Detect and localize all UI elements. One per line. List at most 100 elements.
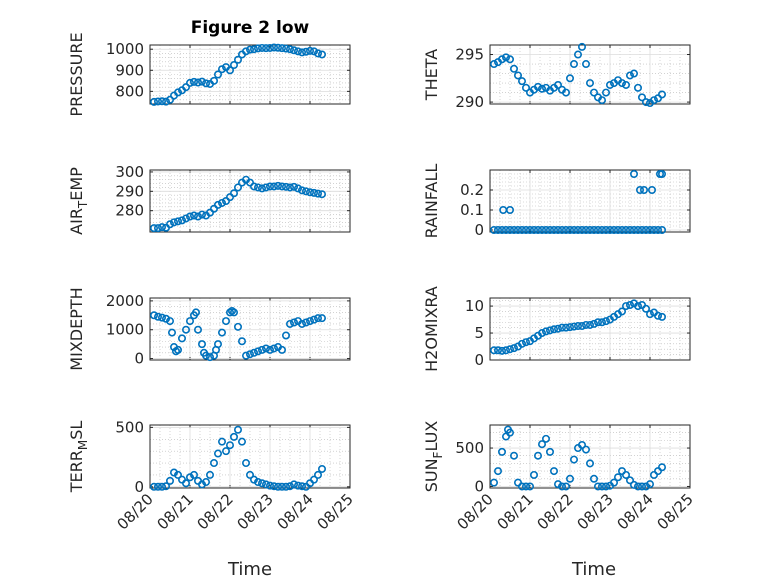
data-point	[557, 226, 566, 235]
y-tick-label: 0	[134, 350, 144, 368]
y-tick-label: 290	[455, 93, 484, 111]
data-point	[265, 182, 274, 191]
data-point	[521, 482, 530, 491]
figure-title: Figure 2 low	[191, 18, 310, 38]
data-point	[305, 317, 314, 326]
data-point	[553, 226, 562, 235]
data-point	[509, 451, 518, 460]
data-point	[641, 98, 650, 107]
data-point	[569, 455, 578, 464]
data-point	[254, 183, 263, 192]
data-point	[541, 226, 550, 235]
data-point	[277, 482, 286, 491]
data-point	[521, 226, 530, 235]
data-point	[214, 340, 223, 349]
data-point	[633, 83, 642, 92]
data-point	[653, 226, 662, 235]
data-point	[154, 312, 163, 321]
subplot-h2omixra: 0 5 10 H2OMIXRA	[422, 286, 691, 372]
data-point	[657, 170, 666, 179]
data-point	[625, 226, 634, 235]
data-point	[246, 45, 255, 54]
data-point	[517, 482, 526, 491]
data-point	[198, 77, 207, 86]
axes-box	[489, 169, 691, 233]
data-point	[633, 482, 642, 491]
axes-box	[149, 424, 351, 489]
data-point	[190, 211, 199, 220]
data-point	[501, 226, 510, 235]
data-point	[489, 346, 498, 355]
data-point	[150, 311, 159, 320]
data-point	[561, 88, 570, 97]
data-point	[505, 226, 514, 235]
data-point	[649, 226, 658, 235]
data-point	[261, 480, 270, 489]
data-point	[210, 459, 219, 468]
data-point	[601, 317, 610, 326]
data-point	[214, 70, 223, 79]
y-tick-label: 0	[474, 351, 484, 369]
data-point	[222, 447, 231, 456]
data-point	[257, 479, 266, 488]
data-point	[285, 183, 294, 192]
data-point	[581, 60, 590, 69]
data-point	[257, 43, 266, 52]
y-tick-label: 290	[115, 182, 144, 200]
data-point	[517, 339, 526, 348]
data-point	[597, 318, 606, 327]
data-point	[261, 44, 270, 53]
data-point	[174, 217, 183, 226]
x-tick-label: 08/25	[314, 490, 357, 533]
y-tick-label: 0	[134, 478, 144, 496]
data-point	[637, 482, 646, 491]
data-point	[657, 312, 666, 321]
data-point	[517, 226, 526, 235]
data-point	[158, 482, 167, 491]
data-point	[625, 476, 634, 485]
data-point	[621, 302, 630, 311]
data-point	[166, 476, 175, 485]
subplot-mixdepth: 0 1000 2000 MIXDEPTH	[67, 287, 351, 371]
data-point	[529, 470, 538, 479]
data-point	[573, 322, 582, 331]
data-point	[254, 44, 263, 53]
y-tick-label: 1000	[106, 40, 144, 58]
axes-box	[489, 424, 691, 489]
data-point	[545, 447, 554, 456]
data-point	[501, 346, 510, 355]
x-tick-label: 08/25	[654, 490, 697, 533]
data-point	[301, 187, 310, 196]
data-point	[605, 80, 614, 89]
y-tick-label: 295	[455, 46, 484, 64]
data-point	[162, 482, 171, 491]
data-point	[577, 226, 586, 235]
y-tick-label: 0	[474, 477, 484, 495]
data-point	[501, 53, 510, 62]
data-point	[585, 459, 594, 468]
data-point	[305, 188, 314, 197]
x-tick-label: 08/20	[454, 490, 497, 533]
data-point	[178, 216, 187, 225]
axes-box	[489, 297, 691, 361]
data-point	[182, 479, 191, 488]
data-point	[297, 482, 306, 491]
data-point	[537, 440, 546, 449]
data-point	[613, 473, 622, 482]
data-point	[585, 79, 594, 88]
data-point	[301, 47, 310, 56]
data-point	[293, 47, 302, 56]
data-point	[585, 226, 594, 235]
data-point	[573, 226, 582, 235]
data-point	[168, 328, 177, 337]
data-point	[162, 314, 171, 323]
data-point	[166, 95, 175, 104]
data-point	[250, 348, 259, 357]
y-axis-label: TERRMSL	[67, 421, 90, 494]
data-point	[633, 226, 642, 235]
data-point	[557, 482, 566, 491]
y-tick-label: 900	[115, 61, 144, 79]
data-point	[509, 226, 518, 235]
data-point	[265, 43, 274, 52]
data-point	[309, 315, 318, 324]
